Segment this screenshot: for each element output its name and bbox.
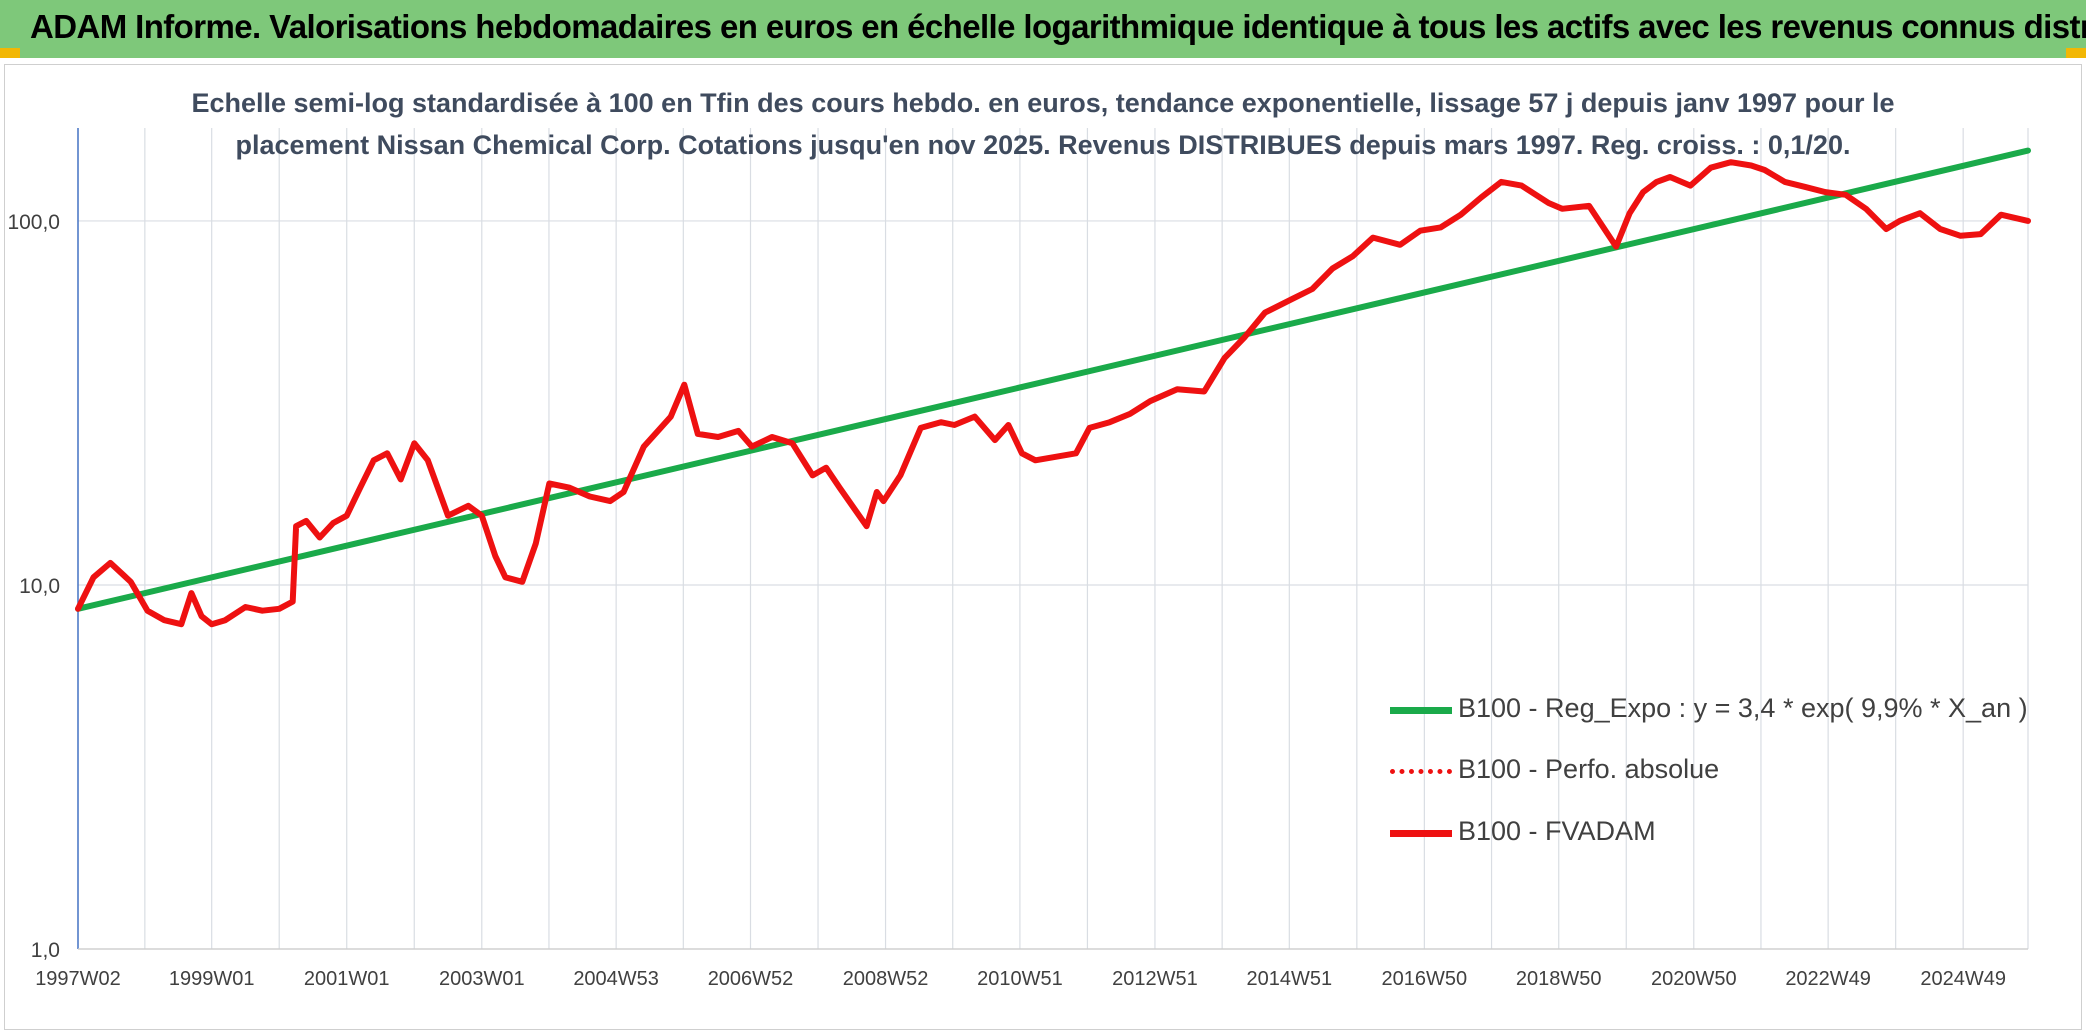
series bbox=[75, 147, 2031, 628]
x-tick-label: 1999W01 bbox=[169, 968, 255, 990]
x-tick-label: 1997W02 bbox=[35, 968, 121, 990]
legend-label-fvadam: B100 - FVADAM bbox=[1458, 816, 1656, 846]
x-tick-label: 2008W52 bbox=[843, 968, 929, 990]
chart-title-line-1: Echelle semi-log standardisée à 100 en T… bbox=[191, 88, 1895, 118]
report-header: ADAM Informe. Valorisations hebdomadaire… bbox=[0, 0, 2086, 58]
x-tick-label: 2018W50 bbox=[1516, 968, 1602, 990]
x-tick-label: 2012W51 bbox=[1112, 968, 1198, 990]
legend-swatch-perfo bbox=[1390, 769, 1452, 774]
gridlines bbox=[78, 128, 2029, 949]
fvadam-line bbox=[75, 159, 2031, 628]
x-tick-label: 2016W50 bbox=[1382, 968, 1468, 990]
axes bbox=[77, 128, 2028, 950]
y-tick-label: 10,0 bbox=[19, 575, 60, 598]
legend-swatch-regression bbox=[1390, 707, 1452, 714]
x-tick-label: 2004W53 bbox=[573, 968, 659, 990]
x-tick-label: 2022W49 bbox=[1785, 968, 1871, 990]
y-tick-label: 100,0 bbox=[7, 211, 60, 234]
legend-label-regression: B100 - Reg_Expo : y = 3,4 * exp( 9,9% * … bbox=[1458, 693, 2028, 723]
chart-title-line-2: placement Nissan Chemical Corp. Cotation… bbox=[235, 130, 1851, 160]
legend-swatch-fvadam bbox=[1390, 830, 1452, 837]
corner-accent-left bbox=[0, 48, 20, 58]
x-tick-label: 2020W50 bbox=[1651, 968, 1737, 990]
regression-line bbox=[75, 147, 2031, 612]
x-tick-label: 2014W51 bbox=[1247, 968, 1333, 990]
corner-accent-right bbox=[2066, 48, 2086, 58]
report-title: ADAM Informe. Valorisations hebdomadaire… bbox=[30, 8, 2086, 45]
x-tick-label: 2010W51 bbox=[977, 968, 1063, 990]
legend-label-perfo: B100 - Perfo. absolue bbox=[1458, 754, 1720, 784]
x-tick-label: 2003W01 bbox=[439, 968, 525, 990]
y-tick-label: 1,0 bbox=[31, 939, 60, 962]
x-tick-label: 2024W49 bbox=[1920, 968, 2006, 990]
x-tick-label: 2006W52 bbox=[708, 968, 794, 990]
tick-labels: 1,0 10,0 100,0 1997W02 1999W01 2001W01 2003W01… bbox=[7, 211, 2006, 990]
x-tick-label: 2001W01 bbox=[304, 968, 390, 990]
